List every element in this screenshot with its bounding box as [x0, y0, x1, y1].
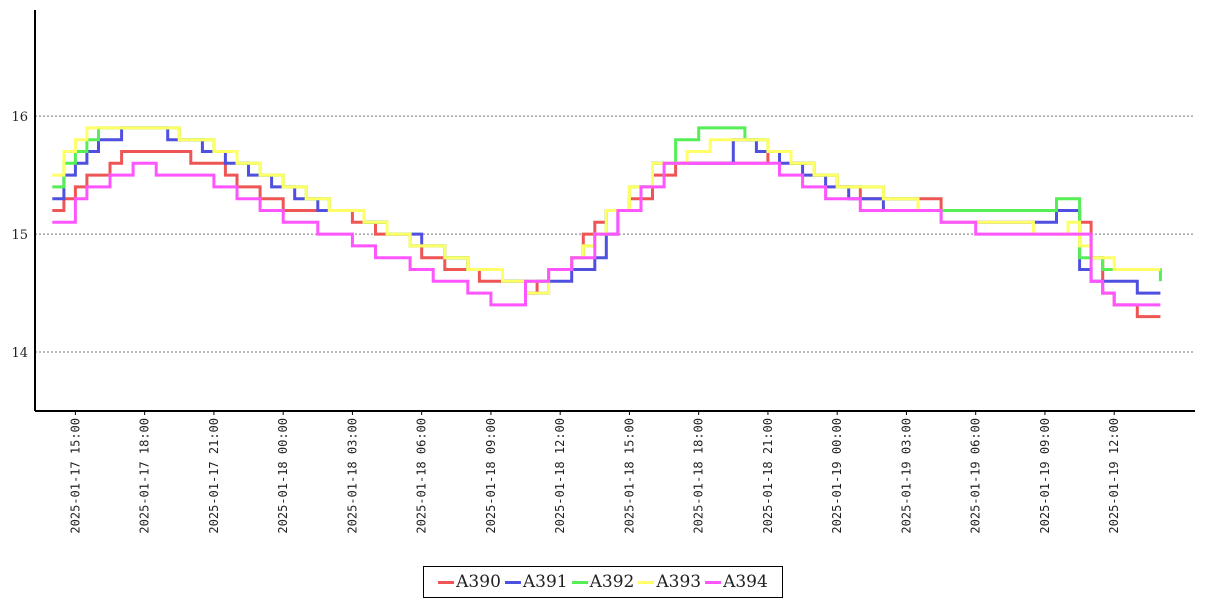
y-tick-label: 14 [11, 346, 28, 361]
y-tick-label: 15 [11, 228, 28, 243]
x-tick-label: 2025-01-19 03:00 [899, 418, 913, 534]
x-tick-label: 2025-01-19 09:00 [1038, 418, 1052, 534]
legend-item: A393 [638, 572, 701, 592]
legend-swatch [504, 580, 521, 584]
x-tick-label: 2025-01-18 15:00 [622, 418, 636, 534]
legend: A390 A391 A392 A393 A394 [423, 566, 783, 598]
x-tick-label: 2025-01-18 21:00 [761, 418, 775, 534]
x-tick-label: 2025-01-18 00:00 [276, 418, 290, 534]
x-tick-label: 2025-01-19 12:00 [1107, 418, 1121, 534]
x-tick-label: 2025-01-17 21:00 [207, 418, 221, 534]
series-line-a394 [52, 161, 1161, 307]
series-lines [52, 126, 1162, 319]
x-tick-label: 2025-01-18 06:00 [415, 418, 429, 534]
legend-label: A391 [522, 572, 568, 592]
legend-label: A390 [456, 572, 501, 592]
legend-item: A394 [705, 572, 768, 592]
legend-label: A394 [723, 572, 768, 592]
x-tick-label: 2025-01-18 09:00 [484, 418, 498, 534]
axes [34, 10, 1195, 412]
x-tick-label: 2025-01-18 18:00 [692, 418, 706, 534]
x-tick-label: 2025-01-18 12:00 [553, 418, 567, 534]
legend-label: A393 [656, 572, 702, 592]
x-tick-label: 2025-01-18 03:00 [345, 418, 359, 534]
y-tick-label: 16 [11, 110, 28, 125]
legend-label: A392 [589, 572, 635, 592]
legend-swatch [438, 580, 455, 584]
x-tick-label: 2025-01-17 15:00 [68, 418, 82, 534]
legend-swatch [705, 580, 722, 584]
x-tick-label: 2025-01-19 06:00 [969, 418, 983, 534]
x-tick-label: 2025-01-17 18:00 [138, 418, 152, 534]
legend-item: A390 [438, 572, 501, 592]
legend-item: A391 [504, 572, 568, 592]
x-tick-labels: 2025-01-17 15:00 2025-01-17 18:00 2025-01-… [68, 411, 1121, 534]
legend-swatch [571, 580, 588, 584]
x-tick-label: 2025-01-19 00:00 [830, 418, 844, 534]
y-tick-labels: 14 15 16 [11, 110, 28, 361]
legend-item: A392 [571, 572, 635, 592]
legend-swatch [638, 580, 655, 584]
